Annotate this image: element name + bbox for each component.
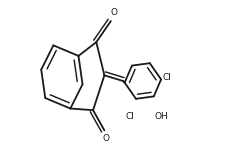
Text: O: O <box>111 8 118 17</box>
Text: OH: OH <box>155 112 168 121</box>
Text: O: O <box>103 134 110 144</box>
Text: Cl: Cl <box>163 73 172 82</box>
Text: Cl: Cl <box>126 112 135 121</box>
